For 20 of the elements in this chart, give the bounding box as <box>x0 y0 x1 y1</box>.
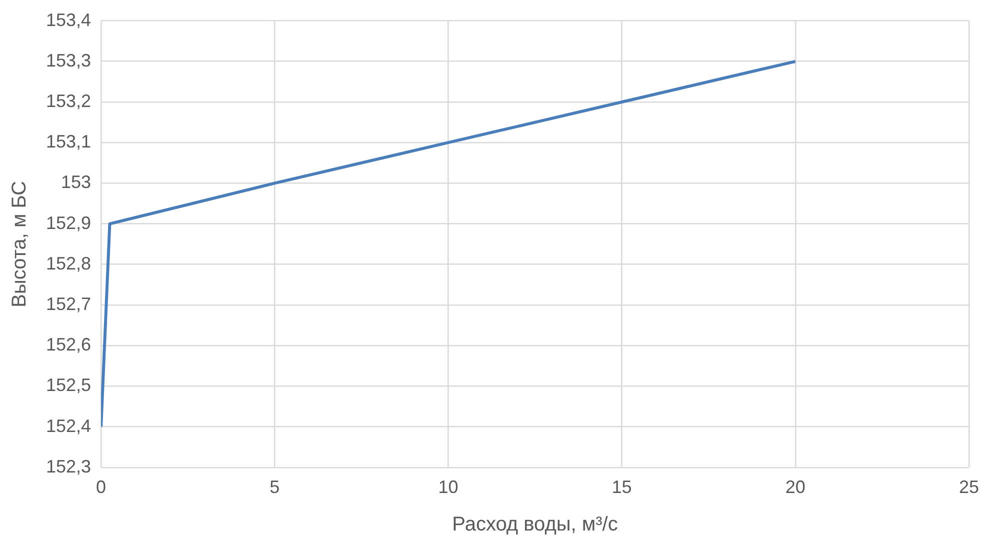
y-tick-label: 153,2 <box>46 90 92 111</box>
x-tick-label: 20 <box>785 477 806 498</box>
y-tick-label: 152,4 <box>46 416 92 436</box>
y-tick-label: 153,3 <box>46 50 92 70</box>
x-tick-label: 5 <box>270 477 280 498</box>
x-tick-label: 15 <box>612 477 632 498</box>
y-tick-label: 153 <box>60 172 92 192</box>
y-tick-label: 152,7 <box>46 294 92 314</box>
y-tick-label: 153,1 <box>46 132 92 152</box>
x-tick-label: 25 <box>958 477 980 498</box>
y-tick-label: 152,9 <box>46 212 92 233</box>
y-tick-label: 152,8 <box>46 253 92 274</box>
y-tick-label: 152,5 <box>46 375 92 396</box>
y-tick-label: 153,4 <box>46 10 92 30</box>
x-axis-title: Расход воды, м³/с <box>452 514 618 536</box>
x-tick-label: 10 <box>438 477 458 498</box>
y-tick-label: 152,6 <box>46 334 92 355</box>
y-tick-label: 152,3 <box>46 456 92 476</box>
y-axis-title: Высота, м БС <box>8 180 31 308</box>
x-tick-label: 0 <box>96 477 106 498</box>
